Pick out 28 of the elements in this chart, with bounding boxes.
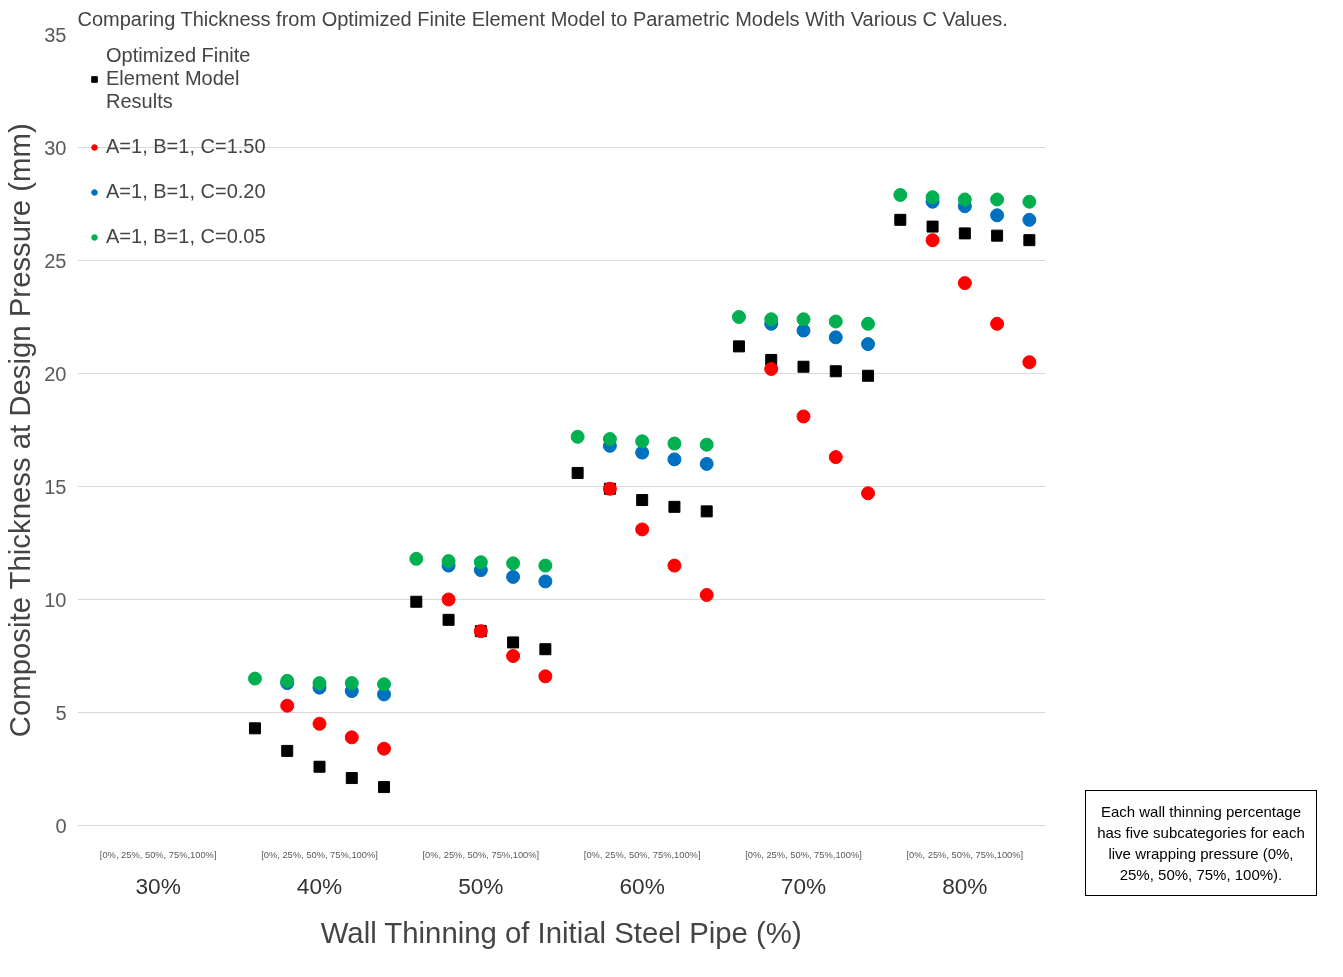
y-tick-label: 15 — [44, 475, 67, 498]
text: Each wall thinning percentage has five subcategories for each live wrapping pressure (0%, 25%, 50%, 75%, 100%). — [1096, 802, 1306, 885]
legend-label: Optimized Finite Element Model Results — [106, 44, 251, 113]
x-tick-label: [0%, 25%, 50%, 75%,100%] — [745, 849, 862, 860]
text: 30% — [135, 872, 181, 899]
text: 50% — [458, 872, 504, 899]
x-tick-label: [0%, 25%, 50%, 75%,100%] — [99, 849, 217, 860]
legend-label: A=1, B=1, C=0.05 — [106, 225, 266, 248]
y-tick-label: 25 — [44, 249, 67, 272]
x-tick-label: [0%, 25%, 50%, 75%,100%] — [261, 849, 378, 860]
y-tick-label: 10 — [44, 588, 67, 611]
y-tick-label: 0 — [55, 814, 67, 837]
legend-label: A=1, B=1, C=0.20 — [106, 180, 266, 203]
y-tick-label: 30 — [44, 136, 67, 159]
x-tick-label: [0%, 25%, 50%, 75%,100%] — [906, 849, 1024, 860]
text: 40% — [296, 872, 343, 899]
x-tick-label: [0%, 25%, 50%, 75%,100%] — [422, 849, 540, 860]
y-tick-label: 35 — [44, 23, 67, 46]
chart-title: Comparing Thickness from Optimized Finite Element Model to Parametric Models With Various C Values. — [77, 7, 1008, 30]
x-axis-title: Wall Thinning of Initial Steel Pipe (%) — [320, 915, 802, 949]
text: 60% — [619, 872, 665, 899]
y-tick-label: 5 — [55, 701, 67, 724]
y-tick-label: 20 — [44, 362, 67, 385]
text: 70% — [780, 872, 827, 899]
text: 80% — [942, 872, 988, 899]
y-axis-title: Composite Thickness at Design Pressure (mm) — [3, 123, 37, 738]
legend-label: A=1, B=1, C=1.50 — [106, 135, 266, 158]
x-tick-label: [0%, 25%, 50%, 75%,100%] — [583, 849, 701, 860]
